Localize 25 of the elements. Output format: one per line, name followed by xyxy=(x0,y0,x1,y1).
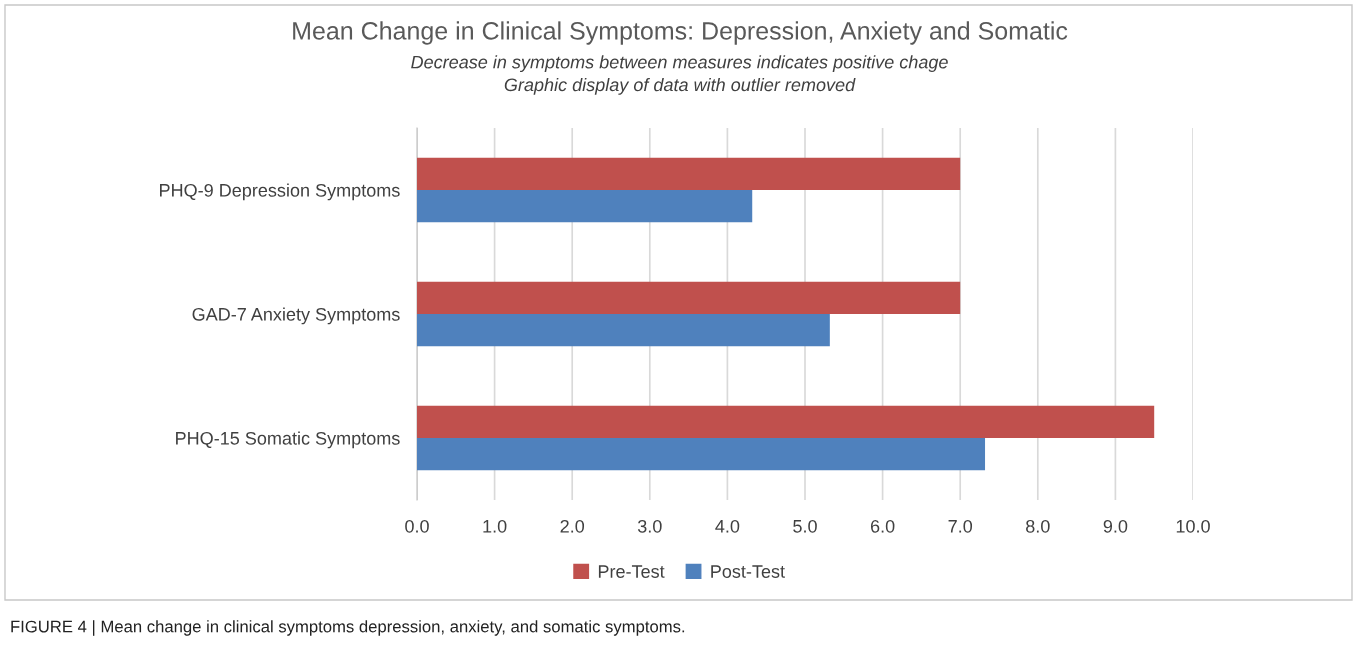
x-tick-label: 5.0 xyxy=(793,519,817,533)
x-tick-label: 8.0 xyxy=(1026,519,1050,533)
x-tick-label: 1.0 xyxy=(483,519,507,533)
bar xyxy=(417,281,961,314)
y-tick-label: PHQ-15 Somatic Symptoms xyxy=(176,431,400,449)
y-tick-label: PHQ-9 Depression Symptoms xyxy=(160,183,400,201)
chart-title: Mean Change in Clinical Symptoms: Depression, Anxiety and Somatic xyxy=(293,21,1068,45)
x-tick-label: 7.0 xyxy=(948,519,973,533)
x-tick-label: 2.0 xyxy=(560,519,585,533)
bar xyxy=(417,190,753,223)
legend-label: Post-Test xyxy=(711,565,785,578)
legend-label: Pre-Test xyxy=(598,565,665,578)
x-tick-label: 3.0 xyxy=(637,519,662,533)
x-tick-label: 6.0 xyxy=(870,519,895,533)
bar xyxy=(417,314,830,347)
chart-subtitle: Decrease in symptoms between measures indicates positive chage Graphic display of data with outlier removed xyxy=(411,55,948,95)
bar xyxy=(417,405,1155,438)
bar xyxy=(417,438,986,471)
caption: FIGURE 4 | Mean change in clinical symptoms depression, anxiety, and somatic symptoms. xyxy=(11,620,685,636)
bar xyxy=(417,157,961,190)
x-tick-label: 4.0 xyxy=(715,519,740,533)
x-tick-label: 10.0 xyxy=(1176,519,1210,533)
y-tick-label: GAD-7 Anxiety Symptoms xyxy=(192,307,400,325)
x-tick-label: 0.0 xyxy=(405,519,429,533)
x-tick-label: 9.0 xyxy=(1103,519,1128,533)
